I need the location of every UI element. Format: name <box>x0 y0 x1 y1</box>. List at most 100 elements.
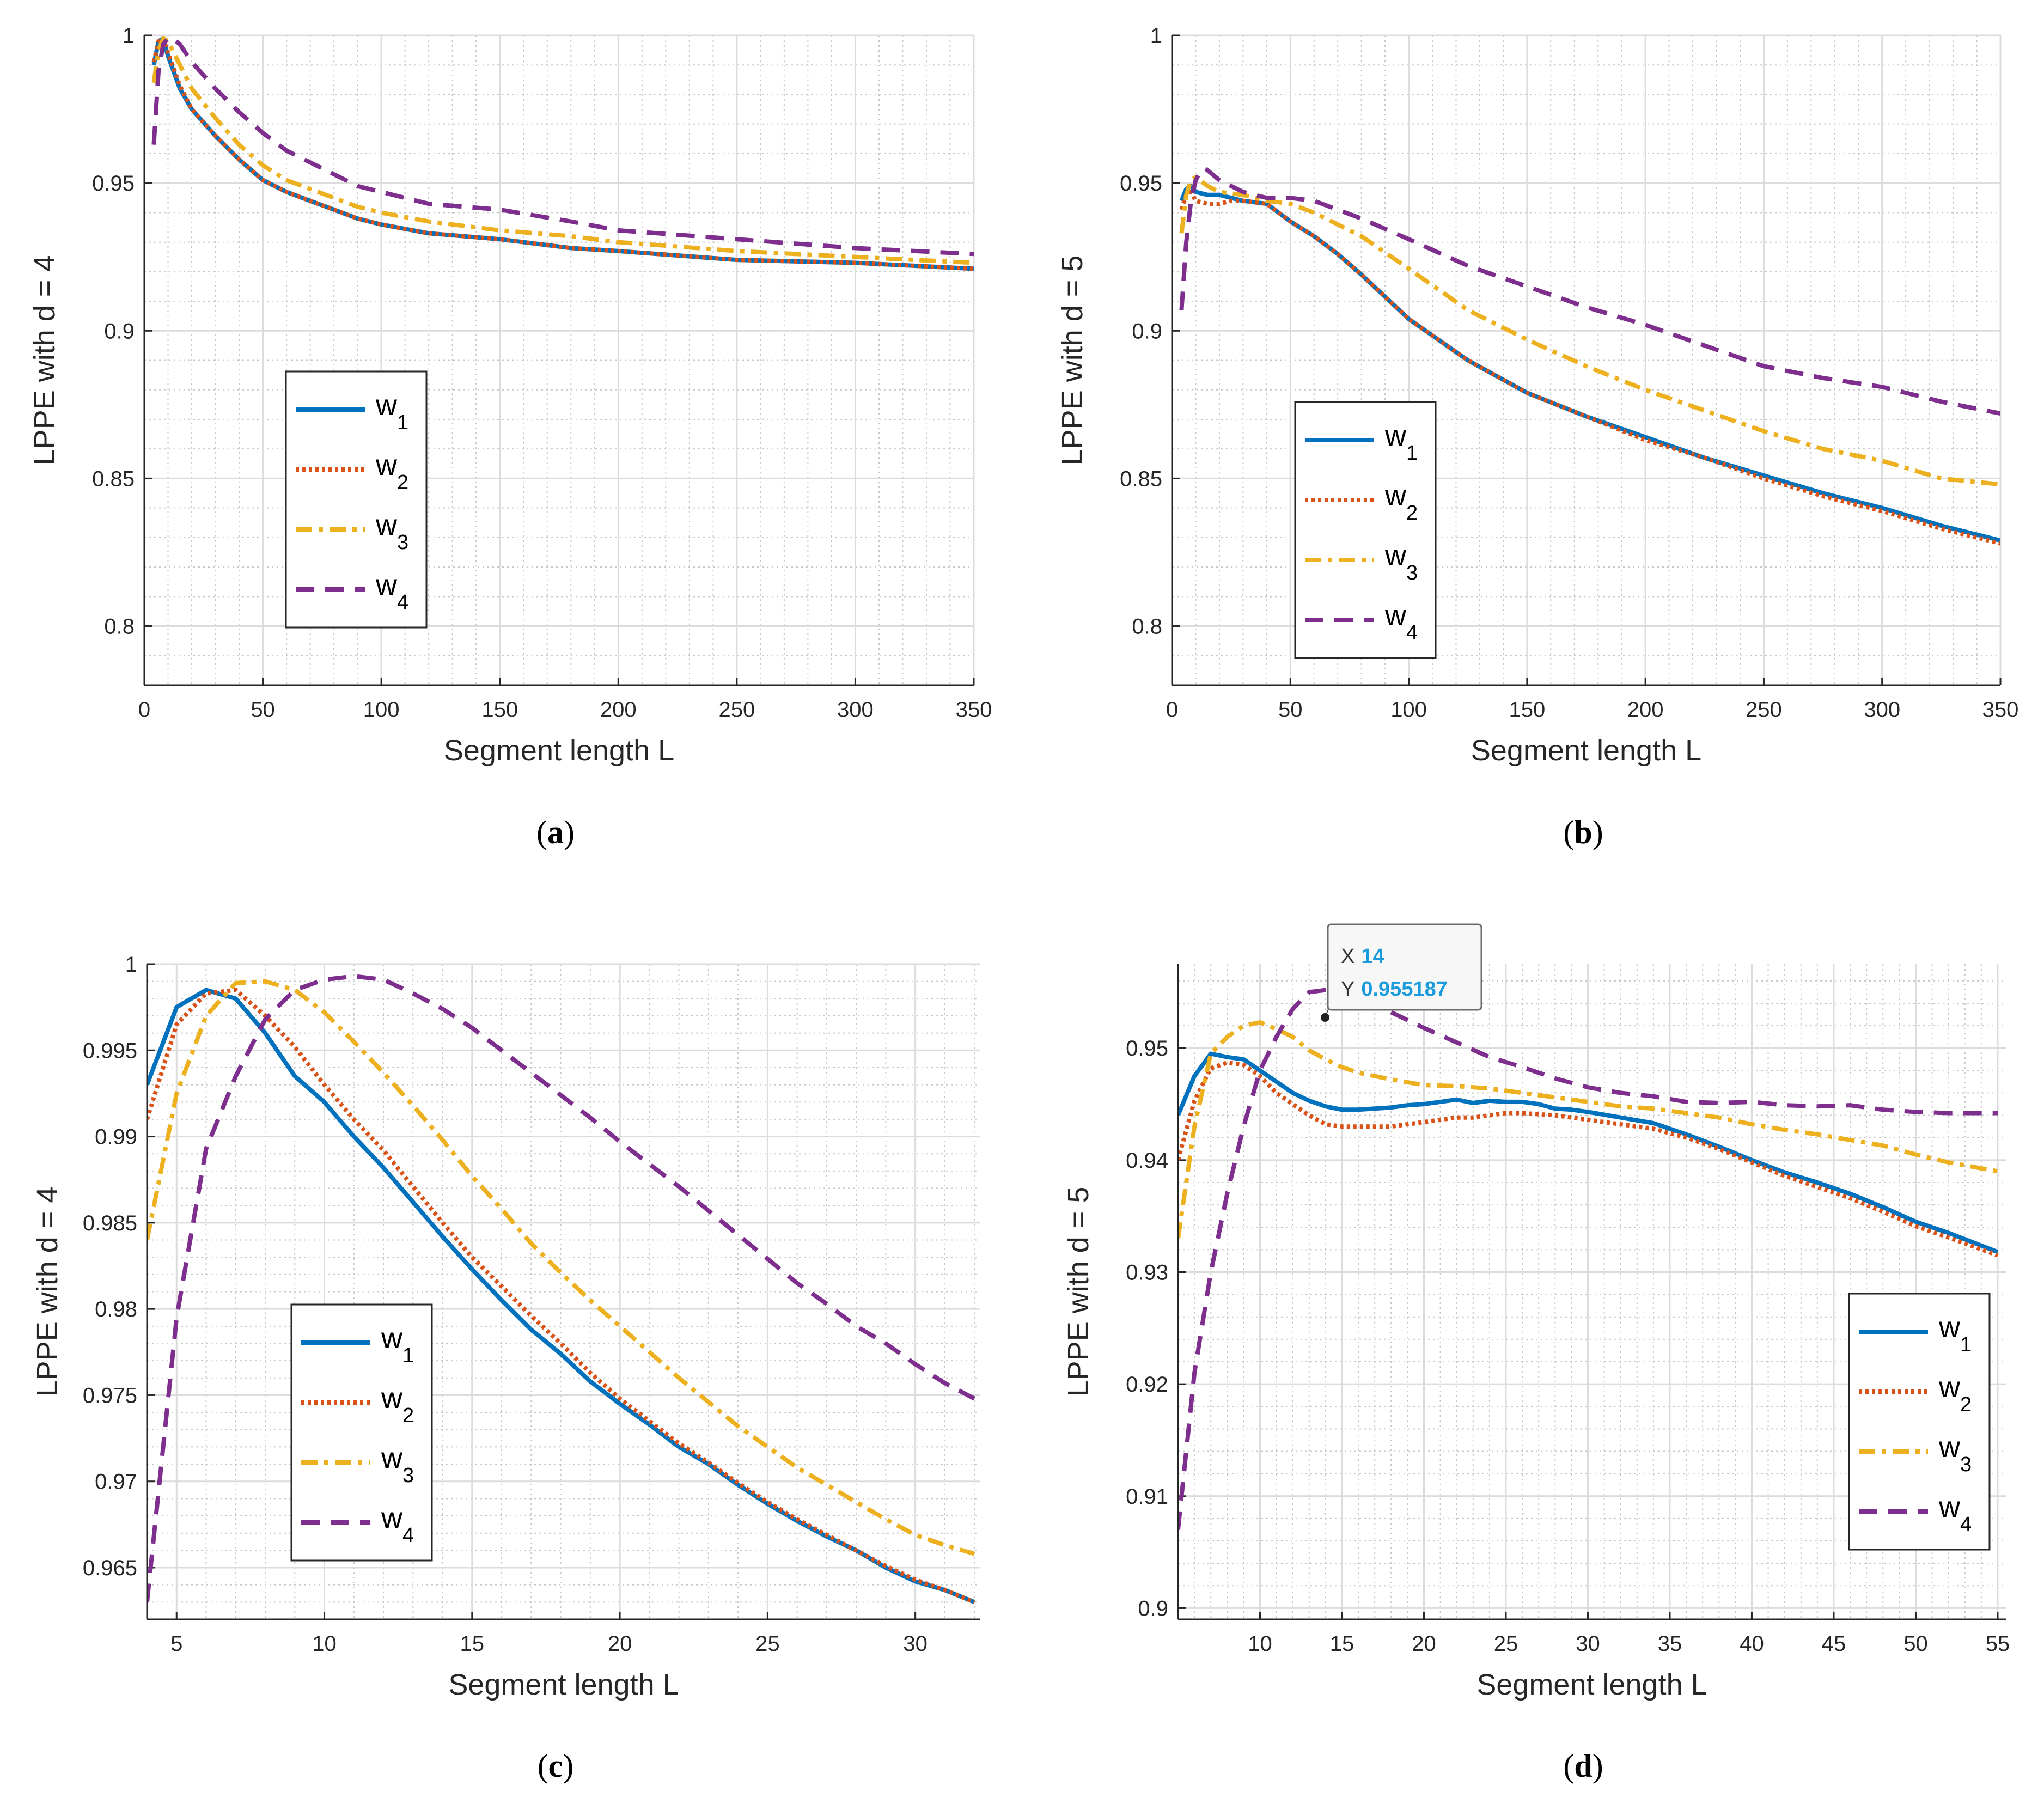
x-axis-title: Segment length L <box>448 1668 679 1701</box>
series-line-w4 <box>1178 988 1998 1530</box>
series-line-w2 <box>151 36 974 271</box>
y-tick-label: 0.965 <box>83 1556 137 1580</box>
legend-label-w4: w4 <box>381 1502 414 1547</box>
x-tick-label: 200 <box>1627 698 1664 722</box>
y-axis-title: LPPE with d = 5 <box>1056 255 1089 466</box>
legend-label-w4: w4 <box>1384 599 1418 644</box>
x-axis-title: Segment length L <box>1476 1668 1707 1701</box>
y-tick-label: 0.985 <box>83 1211 137 1235</box>
x-tick-label: 30 <box>903 1632 928 1656</box>
y-axis-title: LPPE with d = 5 <box>1062 1187 1095 1397</box>
x-tick-label: 55 <box>1986 1632 2010 1656</box>
x-axis-title: Segment length L <box>444 734 674 767</box>
x-tick-label: 30 <box>1576 1632 1600 1656</box>
x-tick-label: 200 <box>600 698 637 722</box>
y-tick-label: 0.93 <box>1126 1261 1168 1285</box>
chart-panel-a: 0 50 100 150 200 250 300 350 0.8 0.85 0.9 0.95 1 Segm… <box>28 24 992 767</box>
y-tick-label: 0.85 <box>1120 467 1162 491</box>
x-tick-label: 15 <box>460 1632 485 1656</box>
y-tick-label: 0.8 <box>1132 615 1162 639</box>
series-line-w4 <box>147 974 975 1602</box>
legend-box <box>290 1303 433 1562</box>
x-tick-label: 300 <box>1864 698 1900 722</box>
x-tick-label: 100 <box>363 698 400 722</box>
y-tick-label: 0.95 <box>92 172 135 196</box>
legend-label-w3: w3 <box>1938 1431 1972 1476</box>
datatip-box <box>1327 923 1482 1011</box>
chart-panel-d: 10 15 20 25 30 35 40 45 50 55 0.9 0.91 0.92 0.93 0.94 0… <box>1062 964 2010 1701</box>
datatip-y-row: Y 0.955187 <box>1341 978 1448 1001</box>
major-grid <box>143 34 975 685</box>
series-group <box>1179 166 2000 546</box>
series-line-w4 <box>1179 166 2000 416</box>
x-tick-label: 0 <box>138 698 150 722</box>
x-tick-label: 50 <box>251 698 275 722</box>
x-tick-label: 45 <box>1822 1632 1846 1656</box>
x-tick-label: 150 <box>1509 698 1545 722</box>
panel-label-c: (c) <box>538 1748 574 1784</box>
series-group <box>147 974 975 1605</box>
y-tick-label: 0.995 <box>83 1039 137 1063</box>
series-line-w1 <box>1178 1051 1999 1254</box>
x-tick-label: 40 <box>1740 1632 1764 1656</box>
y-tick-label: 1 <box>1150 24 1162 48</box>
legend: w1 w2 w3 w4 <box>290 1303 433 1562</box>
y-tick-label: 0.95 <box>1126 1037 1168 1061</box>
x-tick-label: 100 <box>1390 698 1427 722</box>
panel-label-a: (a) <box>536 814 575 850</box>
minor-grid <box>1177 964 2006 1619</box>
x-tick-label: 20 <box>1412 1632 1436 1656</box>
legend-label-w2: w2 <box>375 449 408 494</box>
legend-label-w4: w4 <box>375 569 408 614</box>
y-tick-label: 0.85 <box>92 467 135 491</box>
legend-label-w2: w2 <box>1384 479 1418 525</box>
x-tick-label: 5 <box>170 1632 182 1656</box>
y-axis-title: LPPE with d = 4 <box>28 255 61 466</box>
x-tick-label: 350 <box>956 698 992 722</box>
x-tick-label: 10 <box>312 1632 337 1656</box>
x-tick-label: 0 <box>1166 698 1178 722</box>
series-line-w3 <box>1179 175 2000 487</box>
y-tick-label: 0.95 <box>1120 172 1162 196</box>
x-tick-label: 25 <box>755 1632 780 1656</box>
legend-label-w1: w1 <box>381 1322 414 1367</box>
datatip-marker <box>1321 1013 1329 1022</box>
legend-box <box>285 370 428 629</box>
x-tick-label: 25 <box>1494 1632 1518 1656</box>
chart-panel-c: 5 10 15 20 25 30 0.965 0.97 0.975 0.98 0.985 0.99 0.… <box>31 953 980 1701</box>
x-tick-label: 50 <box>1278 698 1303 722</box>
legend-box <box>1848 1293 1991 1551</box>
y-tick-label: 0.98 <box>95 1297 137 1321</box>
legend-box <box>1294 401 1437 659</box>
legend: w1 w2 w3 w4 <box>285 370 428 629</box>
minor-grid <box>144 35 974 685</box>
y-tick-label: 0.99 <box>95 1125 137 1149</box>
y-tick-label: 0.94 <box>1126 1149 1168 1173</box>
legend-label-w3: w3 <box>1384 539 1418 584</box>
series-line-w3 <box>151 36 974 265</box>
legend: w1 w2 w3 w4 <box>1848 1293 1991 1551</box>
y-tick-label: 1 <box>125 953 137 977</box>
y-tick-label: 0.91 <box>1126 1485 1168 1509</box>
datatip-x-row: X 14 <box>1341 945 1384 968</box>
minor-grid <box>147 964 980 1620</box>
y-tick-label: 0.97 <box>95 1470 137 1494</box>
x-tick-label: 300 <box>837 698 874 722</box>
legend-label-w1: w1 <box>1938 1311 1972 1356</box>
x-tick-label: 350 <box>1982 698 2019 722</box>
y-tick-label: 0.9 <box>1138 1596 1168 1620</box>
x-tick-label: 35 <box>1658 1632 1682 1656</box>
series-group <box>1178 988 1999 1530</box>
series-line-w3 <box>1178 1020 1998 1239</box>
x-tick-label: 10 <box>1248 1632 1272 1656</box>
legend: w1 w2 w3 w4 <box>1294 401 1437 659</box>
legend-label-w2: w2 <box>381 1382 414 1427</box>
series-line-w4 <box>151 36 974 257</box>
series-group <box>151 36 974 271</box>
y-tick-label: 0.9 <box>104 319 135 343</box>
legend-label-w3: w3 <box>375 509 408 554</box>
x-tick-label: 250 <box>718 698 755 722</box>
chart-panel-b: 0 50 100 150 200 250 300 350 0.8 0.85 0.9 0.95 1 Segm… <box>1056 24 2018 767</box>
datatip[interactable]: X 14 Y 0.955187 <box>1321 923 1482 1022</box>
